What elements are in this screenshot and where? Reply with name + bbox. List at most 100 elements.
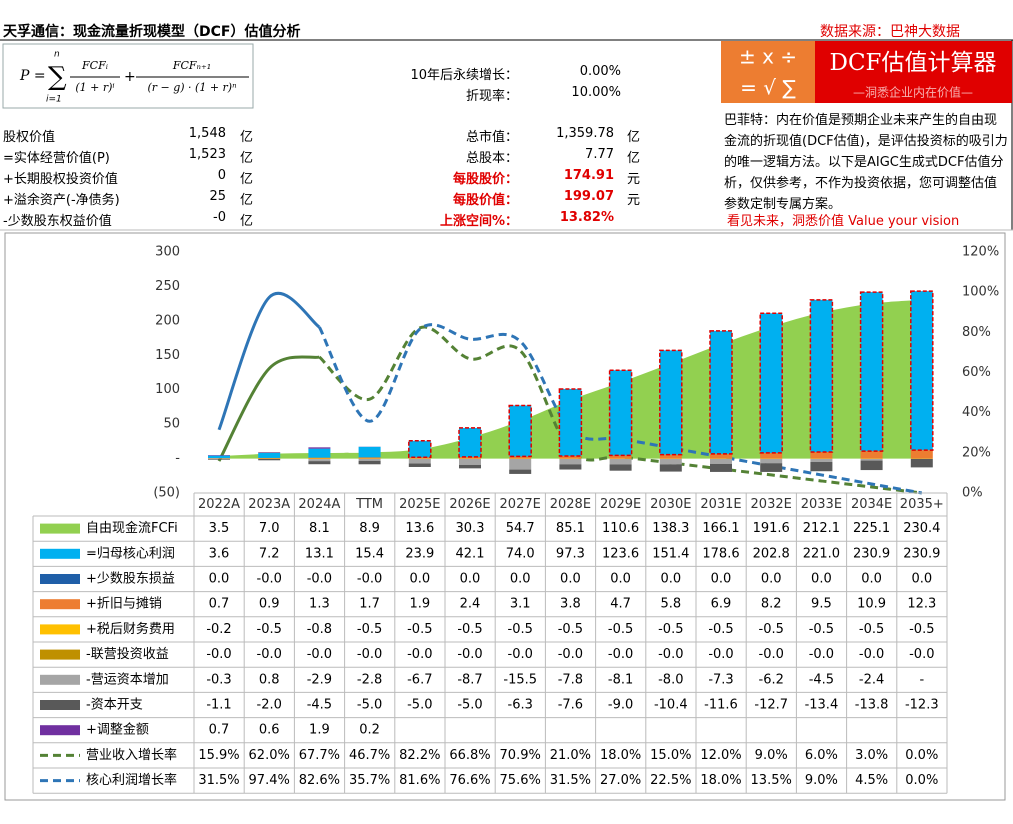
- table-cell: 0.0: [811, 572, 832, 587]
- title: 天孚通信：现金流量折现模型（DCF）估值分析: [3, 24, 301, 40]
- table-cell: 202.8: [753, 546, 790, 561]
- table-cell: -0.0: [558, 647, 583, 662]
- market-unit: 亿: [627, 151, 641, 166]
- table-cell: 221.0: [803, 546, 840, 561]
- market-label: 总市值：: [465, 130, 518, 145]
- y-tick-label: 300: [155, 245, 180, 260]
- table-cell: 1.9: [309, 723, 330, 738]
- table-cell: 13.5%: [751, 773, 792, 788]
- valuation-value: 1,548: [188, 126, 226, 141]
- x-tick-label: 2034E: [851, 497, 892, 512]
- table-cell: 0.7: [209, 723, 230, 738]
- bar: [559, 464, 582, 470]
- table-cell: 166.1: [702, 521, 739, 536]
- bar: [358, 458, 381, 461]
- table-cell: 81.6%: [399, 773, 440, 788]
- line-forecast: [318, 325, 922, 495]
- bar: [710, 458, 732, 464]
- chart-frame: [4, 232, 1006, 801]
- logo-title: DCF估值计算器: [830, 50, 997, 76]
- table-cell: 12.0%: [700, 748, 741, 763]
- bar: [509, 469, 532, 474]
- table-cell: -2.9: [307, 672, 332, 687]
- table-cell: 110.6: [602, 521, 639, 536]
- table-cell: 46.7%: [349, 748, 390, 763]
- bar: [609, 464, 632, 471]
- market-label: 每股价值：: [452, 193, 518, 208]
- table-cell: -0.5: [759, 622, 784, 637]
- y2-tick-label: 40%: [962, 405, 991, 420]
- legend-swatch: [40, 624, 80, 635]
- table-cell: 4.7: [610, 597, 631, 612]
- table-cell: -2.0: [257, 698, 282, 713]
- param-label: 折现率：: [465, 89, 518, 104]
- table-cell: -0.0: [759, 647, 784, 662]
- table-cell: -0.0: [608, 647, 633, 662]
- table-cell: -6.2: [759, 672, 784, 687]
- valuation-label: 股权价值: [3, 130, 56, 145]
- bar: [759, 312, 783, 454]
- line-forecast: [318, 323, 923, 495]
- table-cell: 0.0: [209, 572, 230, 587]
- logo-subtitle: —洞悉企业内在价值—: [853, 85, 973, 100]
- legend-label: -联营投资收益: [86, 646, 169, 662]
- table-cell: 13.6: [405, 521, 434, 536]
- table-cell: 12.3: [907, 597, 936, 612]
- table-cell: 27.0%: [600, 773, 641, 788]
- table-cell: -1.1: [206, 698, 231, 713]
- table-cell: 15.9%: [198, 748, 239, 763]
- formula-sigma: ∑: [48, 62, 67, 92]
- bar: [709, 330, 733, 455]
- market-unit: 亿: [627, 130, 641, 145]
- table-cell: 8.9: [359, 521, 380, 536]
- bar: [810, 462, 833, 472]
- y-tick-label: 100: [155, 382, 180, 397]
- table-cell: 9.5: [811, 597, 832, 612]
- bar: [358, 457, 381, 459]
- table-cell: 0.0%: [905, 773, 938, 788]
- table-cell: 97.3: [556, 546, 585, 561]
- table-cell: 212.1: [803, 521, 840, 536]
- slogan: 看见未来，洞悉价值 Value your vision: [727, 214, 960, 229]
- table-cell: 0.0: [510, 572, 531, 587]
- market-label: 总股本：: [465, 151, 518, 166]
- table-cell: -0.0: [508, 647, 533, 662]
- table-cell: -9.0: [608, 698, 633, 713]
- x-tick-label: TTM: [355, 497, 383, 512]
- table-cell: -0.5: [257, 622, 282, 637]
- param-value: 0.00%: [579, 64, 621, 79]
- bar: [208, 458, 230, 460]
- table-cell: 178.6: [702, 546, 739, 561]
- table-cell: 3.6: [209, 546, 230, 561]
- table-cell: 22.5%: [650, 773, 691, 788]
- table-cell: 74.0: [506, 546, 535, 561]
- bar: [308, 448, 331, 458]
- table-cell: -12.3: [905, 698, 939, 713]
- valuation-unit: 亿: [240, 130, 254, 145]
- market-unit: 元: [627, 172, 641, 187]
- table-cell: -0.0: [658, 647, 683, 662]
- x-tick-label: 2028E: [550, 497, 591, 512]
- bar: [710, 453, 732, 459]
- legend-swatch: [40, 649, 80, 660]
- table-cell: 10.9: [857, 597, 886, 612]
- table-cell: 9.0%: [755, 748, 788, 763]
- table-cell: -0.0: [809, 647, 834, 662]
- bar: [459, 464, 481, 469]
- x-tick-label: 2022A: [198, 497, 240, 512]
- table-cell: -0.5: [407, 622, 432, 637]
- table-cell: -13.4: [805, 698, 839, 713]
- legend-swatch: [40, 523, 80, 534]
- bar: [308, 458, 331, 460]
- table-cell: 225.1: [853, 521, 890, 536]
- bar: [659, 458, 682, 465]
- market-label: 上涨空间%：: [439, 214, 518, 229]
- table-cell: 230.9: [853, 546, 890, 561]
- table-cell: 0.0: [560, 572, 581, 587]
- market-unit: 元: [627, 193, 641, 208]
- table-cell: 3.0%: [855, 748, 888, 763]
- table-cell: -4.5: [809, 672, 834, 687]
- table-cell: 0.0: [660, 572, 681, 587]
- table-cell: -12.7: [754, 698, 788, 713]
- bar: [859, 291, 884, 452]
